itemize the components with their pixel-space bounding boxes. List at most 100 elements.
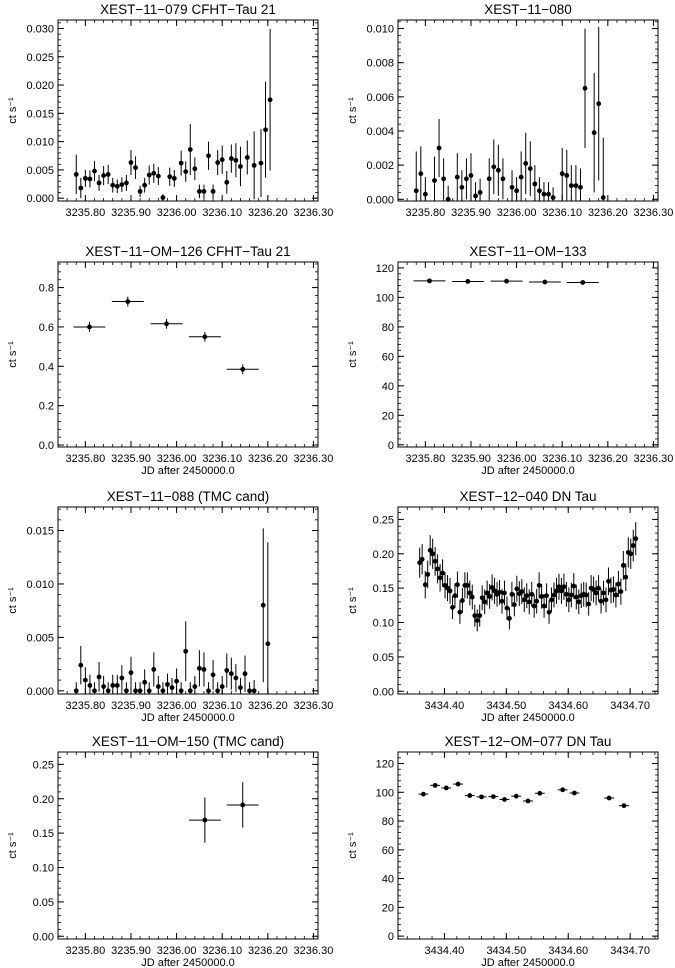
data-marker — [613, 592, 619, 598]
data-point — [119, 177, 125, 192]
data-point — [242, 655, 248, 692]
data-marker — [487, 593, 493, 599]
data-marker — [142, 182, 148, 188]
x-tick-label: 3434.60 — [548, 700, 588, 712]
data-point — [92, 682, 97, 694]
data-point — [499, 797, 510, 802]
x-axis-label: JD after 2450000.0 — [481, 465, 575, 477]
data-marker — [183, 648, 189, 654]
x-tick-label: 3236.00 — [497, 453, 537, 465]
data-marker — [87, 683, 93, 688]
data-point — [514, 177, 519, 201]
panel-title: XEST−11−080 — [484, 2, 572, 17]
data-marker — [477, 190, 483, 195]
data-marker — [101, 173, 107, 178]
panel-4: XEST−11−OM−133 3235.80 3235.90 3236.00 3236.… — [347, 244, 673, 477]
data-point — [573, 584, 579, 610]
data-marker — [633, 536, 639, 542]
y-axis-label: ct s⁻¹ — [7, 97, 19, 124]
data-point — [454, 153, 460, 201]
data-marker — [489, 585, 495, 590]
y-tick-label: 0.00 — [373, 686, 394, 698]
data-marker — [78, 185, 84, 191]
data-marker — [119, 675, 125, 681]
data-marker — [459, 598, 465, 603]
data-marker — [155, 173, 161, 179]
data-point — [422, 570, 428, 599]
data-point — [178, 682, 184, 694]
y-tick-label: 0.0 — [39, 440, 54, 452]
data-marker — [244, 155, 250, 160]
data-point — [251, 680, 257, 694]
data-point — [133, 682, 138, 694]
panel-2: XEST−11−080 3235.80 3235.90 3236.00 3236.10 3… — [347, 2, 673, 219]
data-marker — [187, 688, 193, 694]
data-point — [459, 170, 465, 201]
x-tick-label: 3235.90 — [111, 207, 151, 219]
data-marker — [260, 602, 266, 608]
data-marker — [422, 582, 428, 588]
data-marker — [419, 556, 425, 562]
data-point — [183, 161, 189, 182]
data-point — [151, 163, 157, 183]
data-marker — [224, 668, 230, 673]
y-tick-label: 0.20 — [33, 794, 54, 806]
plot-frame — [397, 261, 659, 448]
plot-frame — [397, 751, 659, 940]
data-marker — [457, 609, 463, 615]
data-point — [96, 174, 102, 191]
y-tick-label: 0.15 — [33, 828, 54, 840]
data-marker — [171, 175, 177, 181]
data-marker — [183, 169, 189, 174]
data-marker — [432, 782, 438, 788]
data-marker — [591, 587, 597, 592]
data-point — [492, 577, 497, 604]
y-tick-label: 0.10 — [373, 618, 394, 630]
data-point — [568, 582, 574, 608]
data-marker — [437, 575, 443, 581]
x-tick-label: 3236.20 — [248, 945, 288, 957]
data-marker — [537, 188, 542, 194]
data-point — [224, 171, 230, 194]
data-marker — [142, 679, 148, 685]
y-tick-label: 0.010 — [366, 24, 394, 36]
data-point — [523, 798, 533, 804]
data-marker — [425, 571, 431, 577]
data-marker — [206, 153, 211, 159]
data-marker — [105, 688, 111, 694]
data-point — [573, 165, 579, 201]
data-point — [596, 26, 602, 181]
data-point — [441, 785, 452, 791]
y-tick-label: 40 — [382, 381, 394, 393]
data-marker — [101, 684, 107, 689]
y-tick-label: 80 — [382, 816, 394, 828]
data-marker — [137, 188, 143, 194]
data-marker — [233, 675, 239, 681]
data-marker — [197, 665, 202, 671]
x-tick-label: 3235.80 — [65, 945, 105, 957]
y-tick-label: 0.004 — [366, 126, 394, 138]
data-point — [593, 580, 599, 606]
data-marker — [215, 160, 221, 165]
data-point — [464, 793, 475, 798]
data-marker — [564, 172, 570, 178]
data-marker — [178, 688, 184, 694]
data-point — [473, 182, 478, 201]
data-marker — [502, 797, 507, 802]
data-marker — [539, 593, 545, 599]
data-marker — [573, 594, 579, 600]
y-tick-label: 0.025 — [26, 52, 54, 64]
data-point — [215, 682, 221, 694]
data-marker — [192, 166, 198, 172]
data-marker — [247, 688, 252, 694]
data-marker — [566, 597, 572, 603]
data-point — [604, 795, 615, 801]
data-point — [507, 607, 512, 630]
data-point — [171, 169, 177, 187]
data-point — [440, 559, 445, 587]
data-point — [559, 148, 565, 200]
data-point — [150, 318, 183, 329]
data-point — [500, 158, 506, 200]
data-point — [192, 157, 198, 181]
data-point — [564, 149, 570, 201]
